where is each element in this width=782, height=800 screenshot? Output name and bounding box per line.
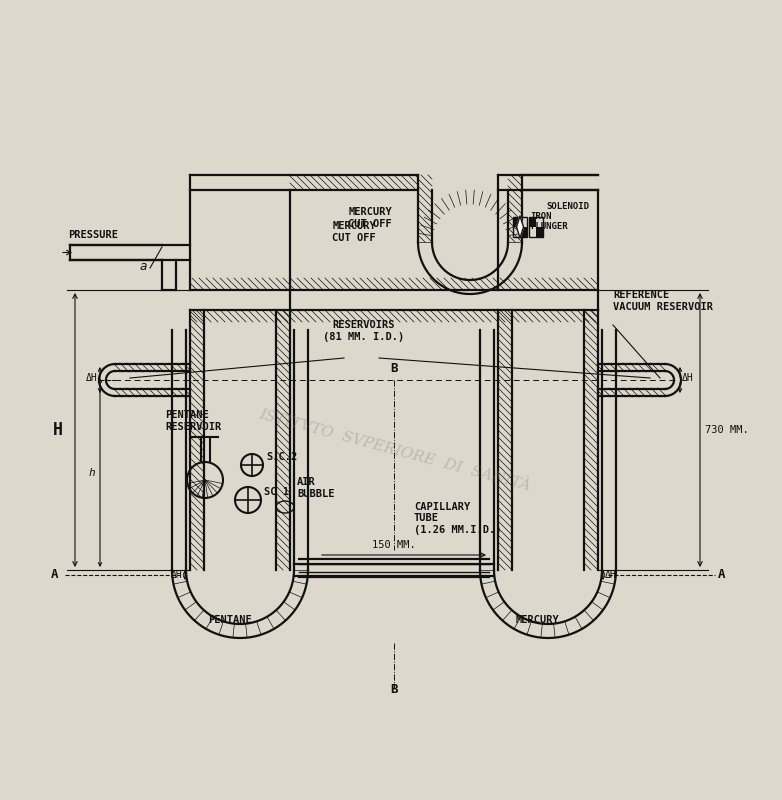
Bar xyxy=(529,217,536,227)
Text: ISTITVTO  SVPERIORE  DI  SANITÀ: ISTITVTO SVPERIORE DI SANITÀ xyxy=(258,407,533,493)
Text: ΔH: ΔH xyxy=(86,373,98,383)
Text: MERCURY: MERCURY xyxy=(516,615,560,625)
Bar xyxy=(513,217,527,237)
Text: A: A xyxy=(51,569,58,582)
Text: REFERENCE
VACUUM RESERVOIR: REFERENCE VACUUM RESERVOIR xyxy=(613,290,713,312)
Text: SC 1: SC 1 xyxy=(264,487,289,497)
Bar xyxy=(513,217,520,227)
Text: MERCURY
CUT OFF: MERCURY CUT OFF xyxy=(332,222,376,242)
Bar xyxy=(529,217,543,237)
Text: a: a xyxy=(140,260,148,273)
Text: S.C.2: S.C.2 xyxy=(266,452,297,462)
Text: 730 MM.: 730 MM. xyxy=(705,425,748,435)
Text: ΔH: ΔH xyxy=(682,373,694,383)
Text: H: H xyxy=(53,421,63,439)
Bar xyxy=(536,227,543,237)
Text: PRESSURE: PRESSURE xyxy=(68,230,118,240)
Text: CAPILLARY
TUBE
(1.26 MM.I.D.): CAPILLARY TUBE (1.26 MM.I.D.) xyxy=(414,502,501,535)
Text: B: B xyxy=(390,683,398,696)
Text: PENTANE
RESERVOIR: PENTANE RESERVOIR xyxy=(165,410,221,432)
Text: ΔH: ΔH xyxy=(605,570,617,580)
Text: h: h xyxy=(88,467,95,478)
Polygon shape xyxy=(516,216,523,238)
Text: B: B xyxy=(390,362,398,375)
Text: A: A xyxy=(718,569,726,582)
Text: PENTANE: PENTANE xyxy=(208,615,252,625)
Text: MERCURY
CUT OFF: MERCURY CUT OFF xyxy=(348,207,392,229)
Text: ΔH: ΔH xyxy=(171,570,183,580)
Text: AIR
BUBBLE: AIR BUBBLE xyxy=(297,478,335,499)
Text: RESERVOIRS
(81 MM. I.D.): RESERVOIRS (81 MM. I.D.) xyxy=(324,320,404,342)
Bar xyxy=(520,227,527,237)
Text: 150 MM.: 150 MM. xyxy=(372,540,416,550)
Text: SOLENOID: SOLENOID xyxy=(546,202,589,211)
Text: IRON
PLUNGER: IRON PLUNGER xyxy=(530,212,568,231)
